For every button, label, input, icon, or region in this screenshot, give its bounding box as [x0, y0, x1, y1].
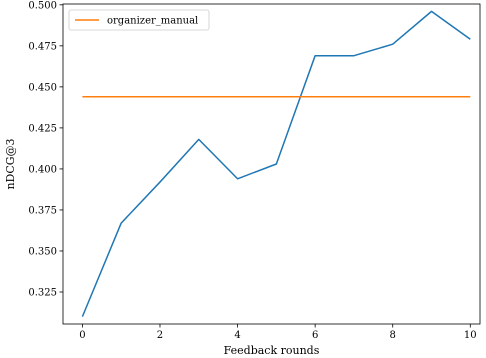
legend-label: organizer_manual: [107, 16, 198, 27]
y-tick-label: 0.400: [28, 164, 57, 175]
x-tick-label: 2: [157, 330, 163, 341]
y-axis-label: nDCG@3: [4, 138, 17, 189]
y-tick-label: 0.425: [28, 123, 57, 134]
x-axis-label: Feedback rounds: [224, 344, 320, 357]
plot-frame: [62, 3, 481, 325]
y-tick-label: 0.500: [28, 0, 57, 11]
legend: organizer_manual: [68, 9, 210, 31]
x-tick-label: 4: [234, 330, 240, 341]
series-line-series-1: [81, 10, 471, 317]
axes-layer: 0 2 4 6 8 10 0.325 0.350 0.375 0.400 0.425 0.450 0.4…: [4, 0, 477, 357]
y-tick-label: 0.450: [28, 82, 57, 93]
x-tick-label: 6: [312, 330, 318, 341]
legend-box: [68, 9, 210, 31]
y-tick-label: 0.325: [28, 288, 57, 299]
y-tick-label: 0.350: [28, 246, 57, 257]
x-tick-label: 10: [464, 330, 477, 341]
x-tick-label: 0: [79, 330, 85, 341]
y-tick-label: 0.375: [28, 205, 57, 216]
plot-area: [62, 3, 481, 325]
x-tick-label: 8: [390, 330, 396, 341]
series-layer: [81, 10, 471, 317]
y-tick-label: 0.475: [28, 41, 57, 52]
